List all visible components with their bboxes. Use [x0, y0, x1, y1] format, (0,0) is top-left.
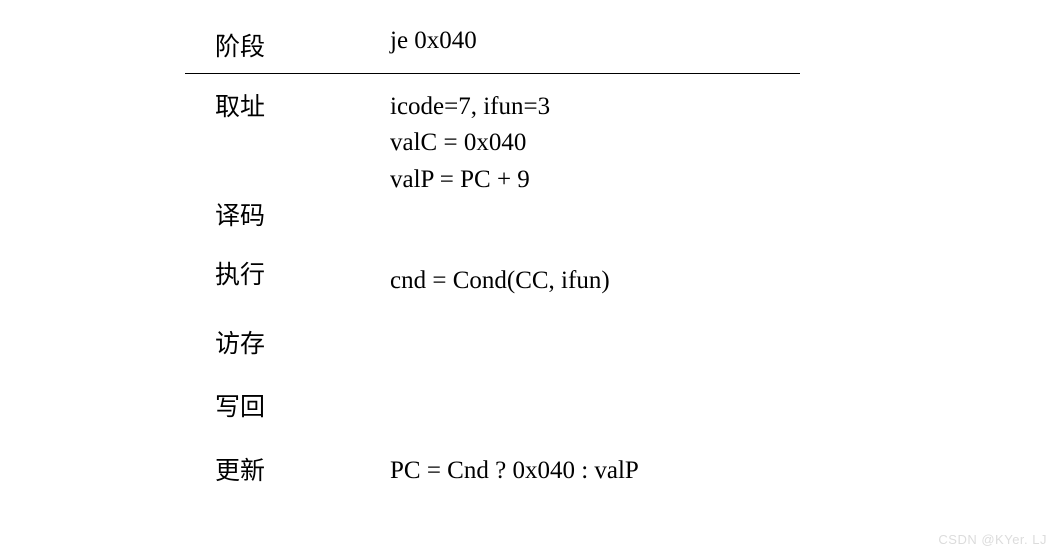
stage-label-decode: 译码 [215, 198, 390, 236]
stage-label-memory: 访存 [215, 326, 390, 364]
watermark-text: CSDN @KYer. LJ [938, 532, 1047, 547]
stage-label-writeback: 写回 [215, 389, 390, 427]
fetch-line-1: icode=7, ifun=3 [390, 89, 800, 125]
header-instruction: je 0x040 [390, 27, 800, 63]
table-body: 取址 icode=7, ifun=3 valC = 0x040 valP = P… [215, 74, 800, 490]
stage-content-update: PC = Cnd ? 0x040 : valP [390, 453, 800, 489]
stage-row-memory: 访存 [215, 326, 800, 364]
stage-row-writeback: 写回 [215, 389, 800, 427]
stage-table: 阶段 je 0x040 取址 icode=7, ifun=3 valC = 0x… [215, 27, 800, 490]
stage-row-update: 更新 PC = Cnd ? 0x040 : valP [215, 453, 800, 491]
stage-row-fetch: 取址 icode=7, ifun=3 valC = 0x040 valP = P… [215, 89, 800, 198]
stage-content-execute: cnd = Cond(CC, ifun) [390, 257, 800, 299]
stage-label-fetch: 取址 [215, 89, 390, 127]
stage-label-update: 更新 [215, 453, 390, 491]
stage-row-decode: 译码 [215, 198, 800, 236]
fetch-line-2: valC = 0x040 [390, 125, 800, 161]
table-header-row: 阶段 je 0x040 [215, 27, 800, 73]
stage-content-fetch: icode=7, ifun=3 valC = 0x040 valP = PC +… [390, 89, 800, 198]
stage-label-execute: 执行 [215, 257, 390, 295]
stage-row-execute: 执行 cnd = Cond(CC, ifun) [215, 257, 800, 299]
fetch-line-3: valP = PC + 9 [390, 162, 800, 198]
header-stage-label: 阶段 [215, 27, 390, 63]
